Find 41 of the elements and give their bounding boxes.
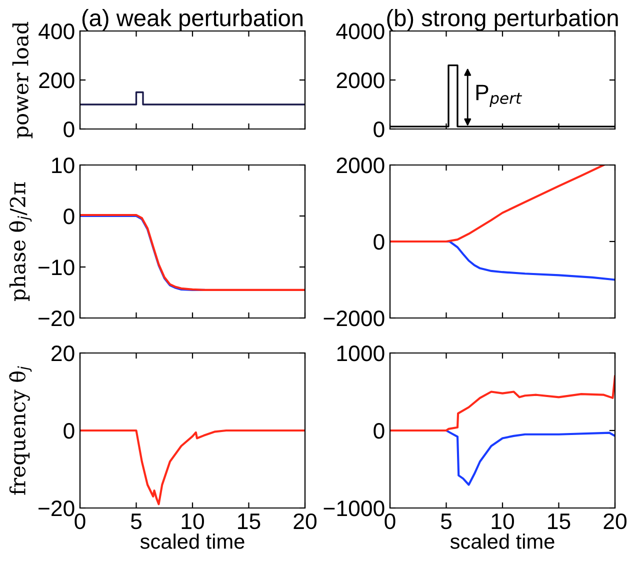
line-series [390,165,605,243]
chart-title: (b) strong perturbation [387,8,618,31]
x-tick-label: 15 [548,514,570,530]
y-tick-label: 0 [374,122,384,138]
chart-title: (a) weak perturbation [82,8,303,31]
x-axis-title: scaled time [140,534,244,549]
x-tick-label: 0 [384,513,396,530]
y-axis-title: power load [12,22,33,138]
y-tick-label: 400 [38,24,74,40]
x-tick-label: 5 [440,514,452,530]
y-tick-label: −2000 [324,310,384,326]
x-tick-label: 10 [182,513,204,530]
x-tick-label: 0 [74,513,86,530]
y-tick-label: 0 [64,423,74,439]
y-tick-label: 0 [374,423,384,439]
x-tick-label: 20 [294,513,316,530]
y-axis-title: frequency θ̇$_{j}$ [9,366,32,495]
y-tick-label: 4000 [336,24,384,40]
y-tick-label: 200 [39,72,74,88]
x-tick-label: 20 [604,513,626,530]
annotation: P$_{pert}$ [476,84,522,107]
x-tick-label: 5 [130,514,142,530]
y-tick-label: 0 [64,208,74,224]
line-series [80,214,305,291]
y-tick-label: −20 [38,500,74,516]
y-tick-label: 0 [374,234,384,250]
y-axis-title: phase θ$_{j}$/2π [9,182,32,302]
y-tick-label: −1000 [324,500,384,516]
y-tick-label: 2000 [336,72,384,88]
y-tick-label: 1000 [337,346,384,362]
y-tick-label: −10 [38,260,74,276]
y-tick-label: 10 [52,158,74,174]
line-series [80,429,305,506]
y-tick-label: 2000 [336,158,384,174]
line-series [390,375,615,432]
x-axis-title: scaled time [450,534,554,549]
y-tick-label: 20 [52,346,74,362]
x-tick-label: 15 [238,514,260,530]
x-tick-label: 10 [492,513,514,530]
y-tick-label: −20 [38,310,74,326]
y-tick-label: 0 [64,122,74,138]
